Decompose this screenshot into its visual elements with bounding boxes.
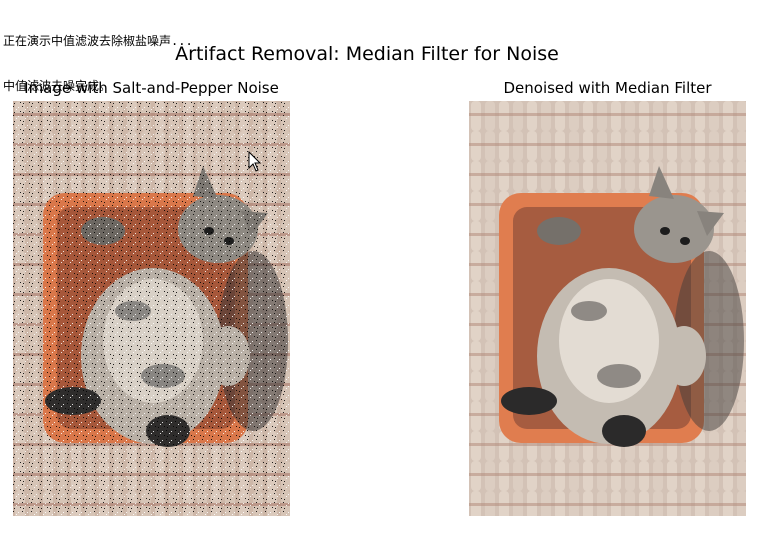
denoised-image: [469, 101, 746, 516]
noisy-image: [13, 101, 290, 516]
noisy-image-title: Image with Salt-and-Pepper Noise: [24, 79, 279, 97]
console-line-2: 中值滤波去噪完成。: [3, 79, 112, 93]
console-line-1: 正在演示中值滤波去除椒盐噪声...: [3, 34, 193, 48]
figure-title: Artifact Removal: Median Filter for Nois…: [175, 43, 559, 65]
console-output: 正在演示中值滤波去除椒盐噪声... 中值滤波去噪完成。: [3, 4, 193, 109]
mouse-pointer-icon: [248, 150, 262, 177]
denoised-image-title: Denoised with Median Filter: [503, 79, 712, 97]
